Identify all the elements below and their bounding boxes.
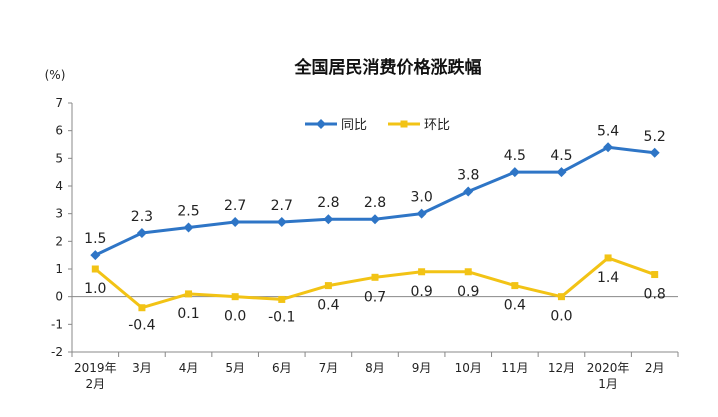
data-label: 0.9 bbox=[457, 284, 479, 300]
x-tick-label: 4月 bbox=[179, 361, 199, 375]
x-tick-label: 2月 bbox=[645, 361, 665, 375]
data-point bbox=[136, 228, 147, 239]
data-point bbox=[90, 250, 101, 261]
data-label: 0.9 bbox=[410, 284, 432, 300]
data-point bbox=[185, 290, 193, 298]
axes: 7 6 5 4 3 2 1 0 -1 -2 2019年 2月 3月 4月 5月 6月 7月 8月 9月 10月 11月 1… bbox=[51, 96, 679, 391]
data-label: 0.0 bbox=[550, 309, 572, 325]
data-label: 4.5 bbox=[504, 148, 526, 164]
x-tick-label: 2019年 bbox=[74, 361, 117, 375]
data-point bbox=[604, 254, 612, 262]
legend-marker bbox=[316, 119, 326, 129]
y-tick-label: -2 bbox=[51, 345, 63, 359]
data-point bbox=[509, 167, 520, 178]
data-point bbox=[418, 268, 426, 276]
data-label: 5.2 bbox=[644, 129, 666, 145]
legend: 同比 环比 bbox=[305, 118, 450, 133]
chart-title: 全国居民消费价格涨跌幅 bbox=[294, 57, 482, 78]
legend-label: 环比 bbox=[424, 118, 450, 133]
data-point bbox=[138, 304, 146, 312]
x-tick-label: 7月 bbox=[319, 361, 339, 375]
data-label: 5.4 bbox=[597, 123, 619, 139]
y-tick-label: 3 bbox=[55, 207, 63, 221]
data-label: 3.0 bbox=[410, 190, 432, 206]
data-point bbox=[276, 216, 287, 227]
data-label: 4.5 bbox=[550, 148, 572, 164]
data-label: 1.4 bbox=[597, 270, 619, 286]
data-point bbox=[464, 268, 472, 276]
x-tick-label: 8月 bbox=[365, 361, 385, 375]
data-label: 1.0 bbox=[84, 281, 106, 297]
data-point bbox=[416, 208, 427, 219]
data-point bbox=[511, 282, 519, 290]
data-label: 2.3 bbox=[131, 209, 153, 225]
data-label: 0.7 bbox=[364, 289, 386, 305]
y-tick-label: 6 bbox=[55, 124, 63, 138]
series-layer bbox=[90, 142, 660, 312]
data-point bbox=[278, 295, 286, 303]
data-point bbox=[463, 186, 474, 197]
data-point bbox=[91, 265, 99, 273]
y-tick-label: 4 bbox=[55, 179, 63, 193]
data-label: 3.8 bbox=[457, 168, 479, 184]
data-label: 0.4 bbox=[317, 298, 339, 314]
data-label: 2.5 bbox=[177, 204, 199, 220]
data-point bbox=[323, 214, 334, 225]
data-point bbox=[556, 167, 567, 178]
data-label: 2.7 bbox=[224, 198, 246, 214]
data-label: 2.8 bbox=[364, 195, 386, 211]
legend-label: 同比 bbox=[341, 118, 367, 133]
data-label: 2.7 bbox=[271, 198, 293, 214]
data-labels: 1.5 2.3 2.5 2.7 2.7 2.8 2.8 3.0 3.8 4.5 4.5 5.4 5.2 1… bbox=[84, 123, 666, 333]
x-tick-label: 6月 bbox=[272, 361, 292, 375]
data-label: 1.5 bbox=[84, 231, 106, 247]
y-tick-label: 0 bbox=[55, 290, 63, 304]
data-point bbox=[230, 216, 241, 227]
x-tick-label: 12月 bbox=[548, 361, 575, 375]
data-point bbox=[371, 273, 379, 281]
legend-marker bbox=[400, 120, 408, 128]
data-point bbox=[557, 293, 565, 301]
data-label: 0.1 bbox=[177, 306, 199, 322]
y-tick-label: 1 bbox=[55, 262, 63, 276]
data-point bbox=[651, 271, 659, 279]
x-tick-label: 11月 bbox=[501, 361, 528, 375]
data-point bbox=[603, 142, 614, 153]
data-label: 0.8 bbox=[644, 287, 666, 303]
data-point bbox=[649, 147, 660, 158]
data-point bbox=[231, 293, 239, 301]
y-tick-label: 7 bbox=[55, 96, 63, 110]
x-tick-label: 2月 bbox=[85, 377, 105, 391]
data-label: -0.4 bbox=[128, 318, 155, 334]
y-tick-label: 5 bbox=[55, 151, 63, 165]
y-tick-label: -1 bbox=[51, 317, 63, 331]
data-point bbox=[370, 214, 380, 225]
data-label: 0.4 bbox=[504, 298, 526, 314]
x-tick-label: 10月 bbox=[455, 361, 482, 375]
data-label: 2.8 bbox=[317, 195, 339, 211]
x-tick-label: 9月 bbox=[412, 361, 432, 375]
x-tick-label: 1月 bbox=[598, 377, 618, 391]
data-label: -0.1 bbox=[268, 309, 295, 325]
x-tick-label: 5月 bbox=[225, 361, 245, 375]
x-tick-label: 3月 bbox=[132, 361, 152, 375]
data-label: 0.0 bbox=[224, 309, 246, 325]
y-axis-unit: (%) bbox=[45, 68, 66, 82]
y-tick-label: 2 bbox=[55, 234, 63, 248]
x-tick-label: 2020年 bbox=[587, 361, 630, 375]
data-point bbox=[183, 222, 194, 233]
data-point bbox=[324, 282, 332, 290]
